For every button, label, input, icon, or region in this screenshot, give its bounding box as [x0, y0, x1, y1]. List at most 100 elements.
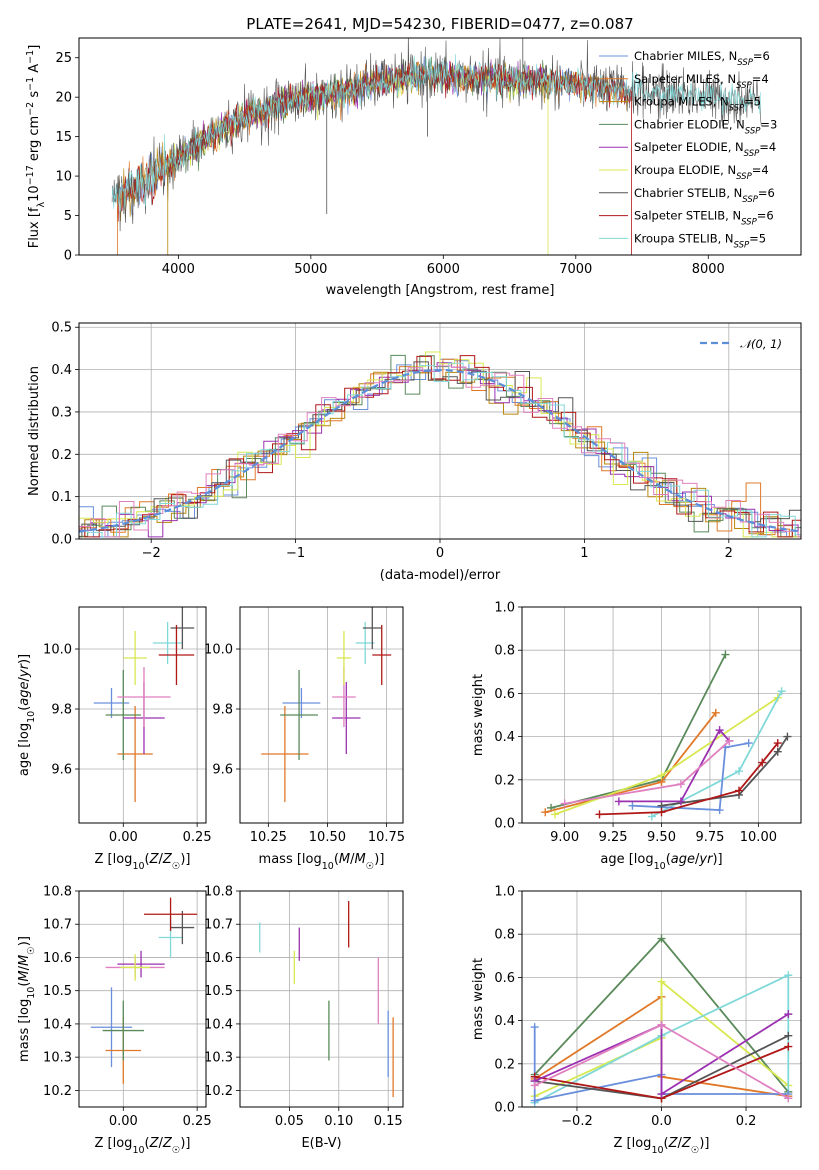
error-point: [102, 1000, 144, 1061]
x-tick-label: 0.05: [275, 1114, 304, 1129]
axes-frame: [78, 606, 207, 824]
x-tick-label: 0.15: [374, 1114, 403, 1129]
x-tick-label: −2: [142, 546, 161, 561]
weight-marker: [735, 786, 743, 795]
weight-plot: [530, 934, 793, 1107]
weight-marker: [657, 977, 666, 986]
error-point: [158, 625, 195, 685]
y-tick-label: 10.0: [43, 643, 72, 658]
weight-marker: [657, 771, 666, 780]
weight-marker: [721, 650, 730, 659]
y-tick-label: 10.4: [43, 1017, 72, 1032]
x-axis-label: E(B-V): [301, 1136, 341, 1151]
histogram-step: [79, 365, 801, 538]
weight-marker: [773, 739, 782, 748]
weight-line: [564, 740, 730, 805]
y-tick-label: 0.5: [51, 321, 72, 336]
y-tick-label: 0.2: [51, 448, 72, 463]
x-tick-label: 7000: [559, 262, 592, 277]
histogram-step: [79, 362, 801, 538]
y-axis-label: mass weight: [471, 674, 486, 756]
legend-label: Chabrier STELIB, NSSP=6: [634, 186, 775, 205]
error-point: [117, 667, 171, 727]
weight-marker: [784, 1010, 793, 1019]
weight-marker: [758, 758, 767, 767]
weight-marker: [777, 687, 786, 696]
y-axis-label: age [log10(age/yr)]: [17, 654, 37, 776]
error-point: [362, 607, 382, 649]
y-tick-label: 0.3: [51, 405, 72, 420]
error-point: [332, 682, 361, 754]
weight-marker: [711, 708, 720, 717]
y-tick-label: 0.4: [494, 730, 515, 745]
y-tick-label: 0.2: [494, 773, 515, 788]
y-tick-label: 10.0: [204, 643, 233, 658]
x-tick-label: −1: [286, 546, 305, 561]
weight-marker: [530, 1096, 539, 1105]
age-vs-mass-panel: 10.25 10.50 10.75 9.6 9.8 10.0 mass [log10(M/M…: [204, 606, 405, 872]
y-tick-label: 9.8: [212, 703, 233, 718]
weight-plot: [541, 650, 792, 821]
histogram-step: [79, 361, 801, 538]
spectrum-plot: [111, 38, 762, 255]
y-tick-label: 0.2: [494, 1057, 515, 1072]
legend: Chabrier MILES, NSSP=6 Salpeter MILES, NS…: [599, 49, 777, 250]
error-point: [90, 987, 133, 1068]
x-tick-label: 10.00: [740, 830, 777, 845]
weight-marker: [657, 1090, 666, 1099]
weight-line: [534, 1013, 789, 1096]
histogram-step: [79, 351, 801, 538]
x-tick-label: 8000: [692, 262, 725, 277]
error-point: [372, 625, 392, 685]
y-tick-label: 1.0: [494, 885, 515, 900]
legend-label: Chabrier MILES, NSSP=6: [634, 49, 770, 68]
y-tick-label: 25: [55, 51, 72, 66]
axes-frame: [239, 890, 404, 1108]
error-point: [152, 622, 183, 664]
weight-marker: [560, 799, 569, 808]
weight-marker: [735, 767, 743, 776]
y-tick-label: 10.3: [204, 1051, 233, 1066]
weight-marker: [744, 739, 753, 748]
x-axis-label: wavelength [Angstrom, rest frame]: [326, 283, 555, 298]
x-tick-label: 0.00: [109, 1114, 138, 1129]
weight-line: [661, 736, 789, 807]
y-tick-label: 20: [55, 91, 72, 106]
error-point: [117, 950, 165, 978]
y-tick-label: 0.6: [494, 687, 515, 702]
weight-marker: [541, 808, 550, 817]
axes-frame: [78, 890, 207, 1108]
legend-label: Salpeter STELIB, NSSP=6: [634, 209, 774, 228]
y-axis-label: mass weight: [471, 958, 486, 1040]
histogram-step: [79, 362, 801, 538]
x-tick-label: 9.75: [695, 830, 724, 845]
y-tick-label: 10: [55, 170, 72, 185]
weight-marker: [784, 1031, 793, 1040]
x-tick-label: 9.25: [599, 830, 628, 845]
y-tick-label: 10.5: [43, 984, 72, 999]
legend-label: Kroupa MILES, NSSP=5: [634, 95, 761, 114]
x-tick-label: 0.2: [736, 1114, 757, 1129]
error-point: [123, 631, 147, 685]
error-point: [282, 688, 321, 718]
y-tick-label: 10.2: [204, 1084, 233, 1099]
x-axis-label: age [log10(age/yr)]: [600, 852, 722, 872]
residuals-panel: −2 −1 0 1 2 0.0 0.1 0.2 0.3 0.4 0.5 (data-model)/er…: [27, 321, 802, 583]
weight-marker: [647, 812, 656, 821]
weight-marker: [784, 1042, 793, 1051]
y-tick-label: 10.6: [43, 951, 72, 966]
x-tick-label: 10.75: [368, 830, 405, 845]
weight-line: [554, 696, 779, 816]
error-point: [120, 954, 150, 981]
mass-vs-Z-panel: 0.00 0.25 10.2 10.3 10.4 10.5 10.6 10.7 10.8 Z [l…: [17, 885, 212, 1156]
weight-marker: [550, 810, 559, 819]
y-tick-label: 0: [64, 249, 72, 264]
legend-label: Kroupa ELODIE, NSSP=4: [634, 163, 769, 182]
y-tick-label: 10.8: [204, 885, 233, 900]
error-point: [143, 897, 198, 931]
error-point: [170, 607, 195, 649]
y-tick-label: 0.1: [51, 490, 72, 505]
mass-vs-ebv-panel: 0.05 0.10 0.15 10.2 10.3 10.4 10.5 10.6 10.7 10.8…: [204, 885, 404, 1151]
error-point: [261, 706, 309, 802]
